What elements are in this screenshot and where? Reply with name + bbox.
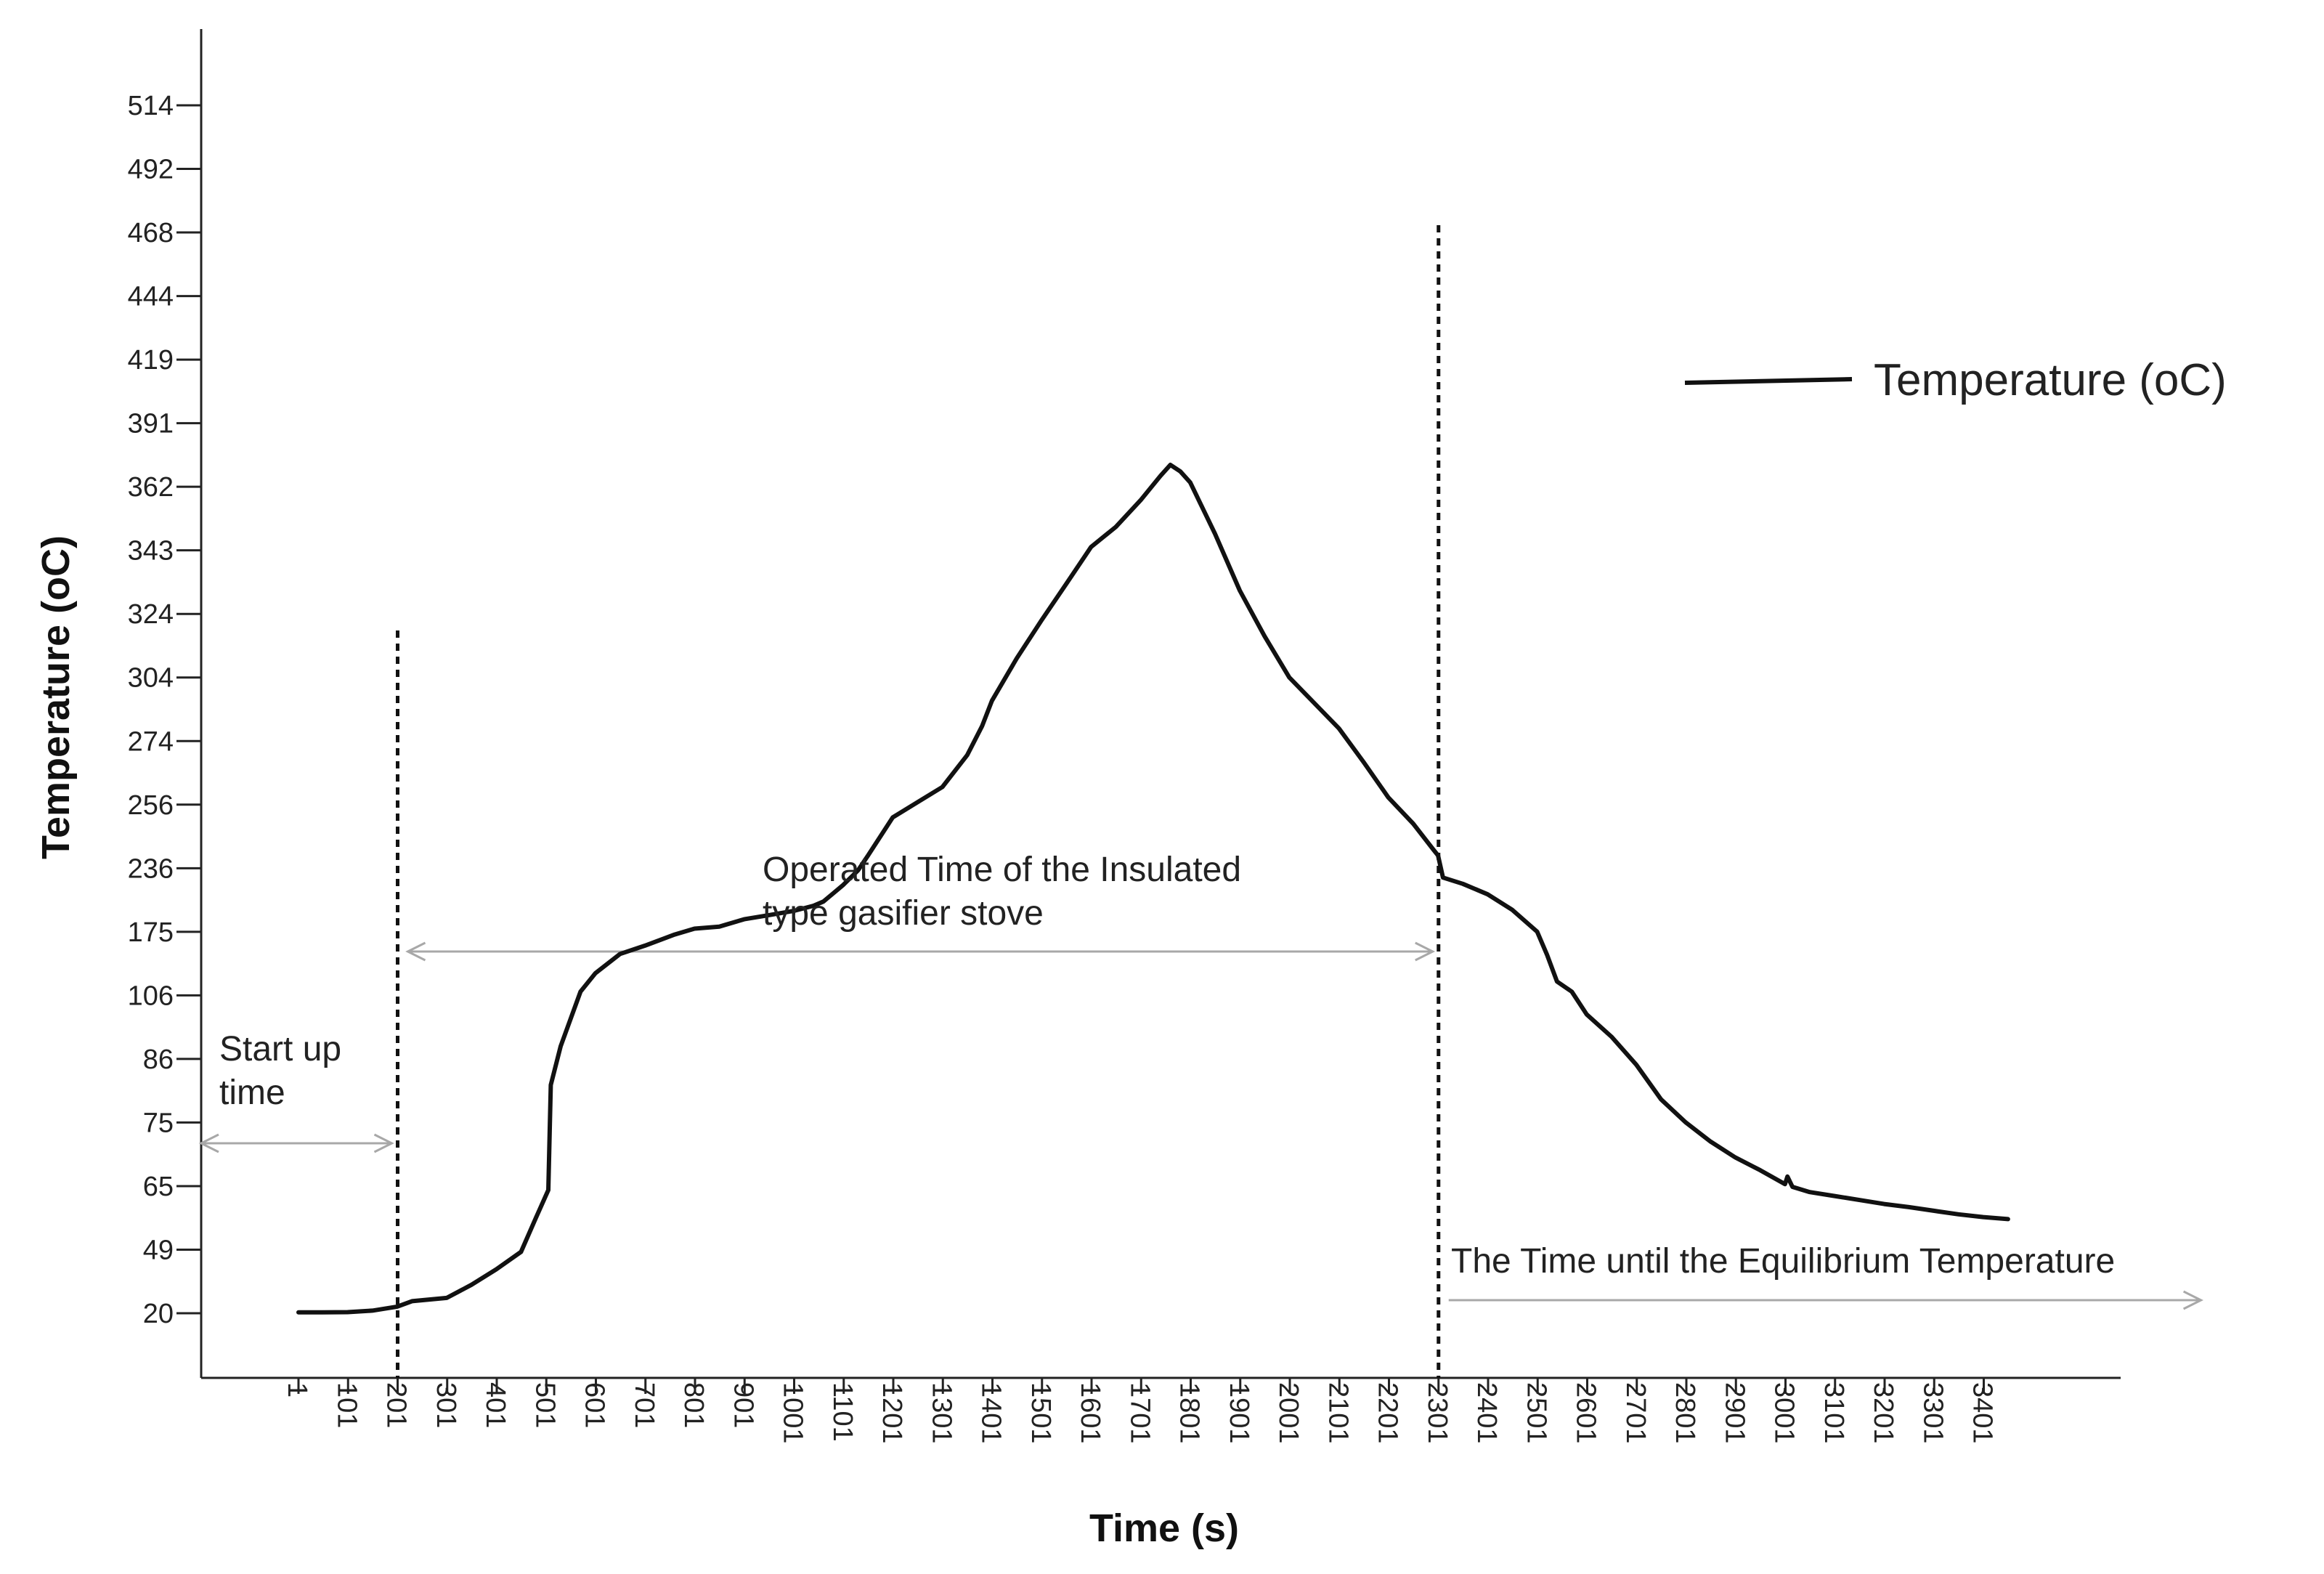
x-tick-label: 3201	[1868, 1382, 1898, 1444]
series-layer	[296, 463, 2010, 1315]
annotation-operated-line-2: type gasifier stove	[763, 894, 1044, 933]
y-tick-label: 419	[128, 345, 174, 376]
x-ticks: 1 101 201 301 401 501 601 701 801 901 1001 1101 1201…	[282, 1378, 1998, 1444]
x-tick-label: 3401	[1967, 1382, 1998, 1444]
x-tick-label: 3301	[1917, 1382, 1948, 1444]
y-tick-label: 20	[143, 1299, 174, 1329]
x-tick-label: 1501	[1025, 1382, 1056, 1444]
y-tick-label: 343	[128, 536, 174, 567]
x-tick-label: 2001	[1273, 1382, 1304, 1444]
x-tick-label: 3001	[1769, 1382, 1800, 1444]
annotation-arrow-head-right	[1415, 941, 1436, 962]
annotation-arrow-head-right	[2182, 1290, 2203, 1310]
y-tick-label: 468	[128, 218, 174, 248]
x-tick-label: 1201	[877, 1382, 907, 1444]
x-tick-label: 1	[282, 1382, 312, 1397]
y-ticks: 20 49 65 75 86 106 175 236 256 274 304 324 343 362 391…	[128, 91, 201, 1329]
x-tick-label: 2801	[1670, 1382, 1700, 1444]
axes	[200, 29, 2121, 1379]
x-tick-label: 301	[431, 1382, 461, 1428]
x-tick-label: 2901	[1719, 1382, 1750, 1444]
x-tick-label: 2401	[1471, 1382, 1502, 1444]
x-axis-title: Time (s)	[1089, 1506, 1239, 1550]
x-tick-label: 1901	[1224, 1382, 1254, 1444]
temperature-series-line	[296, 463, 2010, 1315]
y-tick-label: 175	[128, 917, 174, 948]
y-tick-label: 514	[128, 91, 174, 121]
x-tick-label: 201	[381, 1382, 412, 1428]
y-tick-label: 236	[128, 853, 174, 884]
y-tick-label: 391	[128, 409, 174, 439]
annotation-arrow-head-right	[373, 1133, 394, 1153]
x-tick-label: 101	[331, 1382, 362, 1428]
legend-label: Temperature (oC)	[1874, 355, 2227, 405]
x-tick-label: 2501	[1521, 1382, 1551, 1444]
y-axis-title: Temperature (oC)	[34, 535, 78, 859]
annotation-start-up: Start up time	[219, 1030, 341, 1112]
x-tick-label: 1401	[976, 1382, 1007, 1444]
y-tick-label: 106	[128, 981, 174, 1011]
y-tick-label: 492	[128, 155, 174, 185]
y-tick-label: 362	[128, 472, 174, 503]
legend: Temperature (oC)	[1684, 355, 2227, 405]
x-tick-label: 2701	[1620, 1382, 1651, 1444]
y-tick-label: 86	[143, 1044, 174, 1075]
x-tick-label: 501	[529, 1382, 560, 1428]
x-tick-label: 3101	[1819, 1382, 1849, 1444]
x-tick-label: 2601	[1571, 1382, 1601, 1444]
annotation-equilibrium-line-1: The Time until the Equilibrium Temperatu…	[1451, 1242, 2115, 1281]
x-tick-label: 801	[678, 1382, 709, 1428]
x-tick-label: 401	[480, 1382, 511, 1428]
y-tick-label: 304	[128, 663, 174, 694]
x-tick-label: 1301	[926, 1382, 956, 1444]
y-tick-label: 65	[143, 1172, 174, 1202]
annotation-operated-line-1: Operated Time of the Insulated	[763, 851, 1241, 889]
reference-lines	[396, 225, 1441, 1378]
x-tick-label: 601	[580, 1382, 610, 1428]
x-tick-label: 1601	[1075, 1382, 1105, 1444]
y-tick-label: 444	[128, 282, 174, 312]
annotation-equilibrium: The Time until the Equilibrium Temperatu…	[1451, 1242, 2115, 1281]
x-tick-label: 701	[629, 1382, 659, 1428]
x-tick-label: 1701	[1124, 1382, 1155, 1444]
x-tick-label: 1801	[1174, 1382, 1205, 1444]
annotation-arrow-head-left	[198, 1133, 219, 1153]
y-tick-label: 49	[143, 1235, 174, 1265]
annotation-arrows	[198, 941, 2203, 1310]
y-tick-label: 274	[128, 726, 174, 757]
x-tick-label: 2301	[1422, 1382, 1452, 1444]
legend-swatch	[1684, 377, 1853, 385]
y-tick-label: 75	[143, 1108, 174, 1138]
annotation-operated-time: Operated Time of the Insulated type gasi…	[763, 851, 1241, 933]
annotation-start-up-line-2: time	[219, 1074, 285, 1112]
x-tick-label: 1101	[827, 1382, 858, 1442]
y-tick-label: 324	[128, 599, 174, 630]
annotation-arrow-head-left	[405, 941, 426, 962]
x-tick-label: 1001	[778, 1382, 808, 1444]
x-tick-label: 2201	[1373, 1382, 1403, 1444]
y-tick-label: 256	[128, 790, 174, 821]
x-tick-label: 901	[728, 1382, 758, 1428]
x-tick-label: 2101	[1323, 1382, 1353, 1444]
annotation-start-up-line-1: Start up	[219, 1030, 341, 1068]
